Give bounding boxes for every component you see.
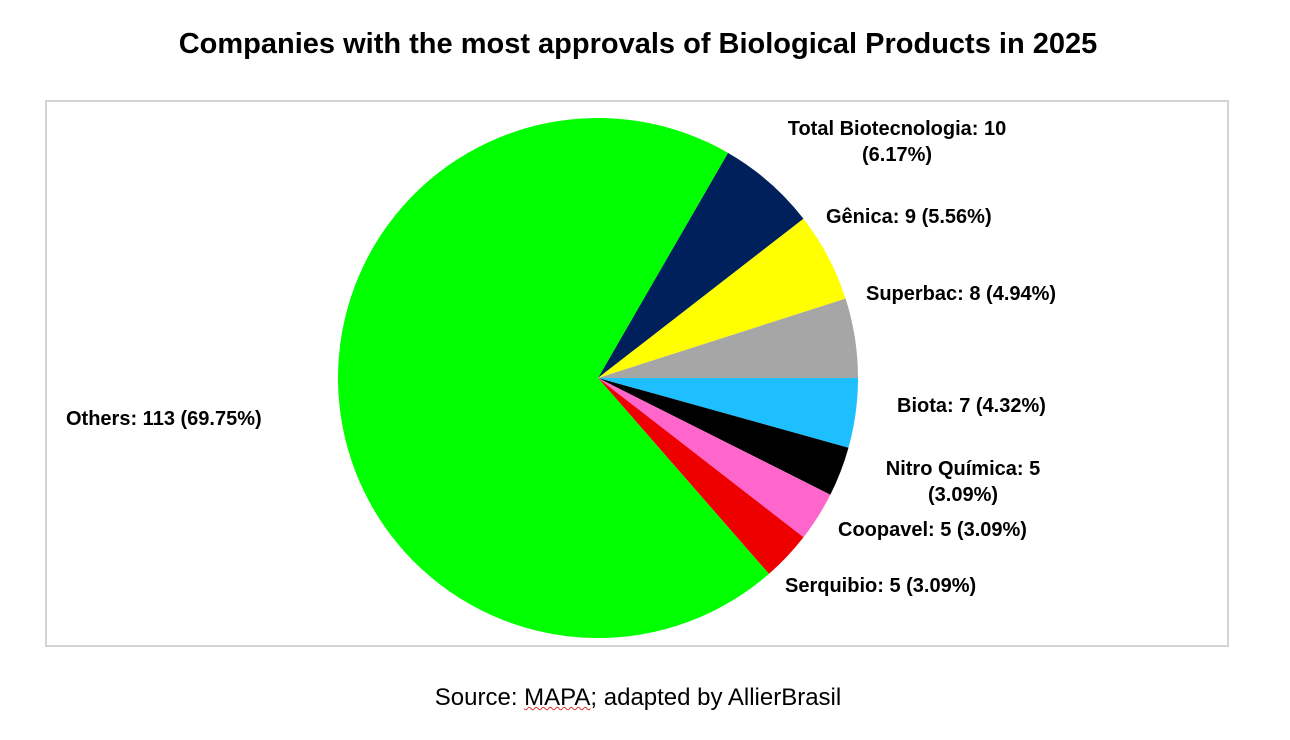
- pie-slice-total-biotecnologia: [598, 152, 804, 378]
- chart-title: Companies with the most approvals of Bio…: [178, 28, 1098, 60]
- data-label-serquibio: Serquibio: 5 (3.09%): [785, 575, 977, 597]
- data-label-biota: Biota: 7 (4.32%): [897, 395, 1046, 417]
- data-label-total-biotecnologia: Total Biotecnologia: 10 (6.17%): [787, 118, 1007, 166]
- pie-slice-biota: [598, 378, 858, 448]
- pie-slice-g-nica: [598, 218, 846, 378]
- pie-slice-superbac: [598, 298, 858, 378]
- data-label-others: Others: 113 (69.75%): [66, 408, 262, 430]
- data-label-nitro-qu-mica: Nitro Química: 5 (3.09%): [885, 458, 1041, 506]
- source-prefix: Source:: [434, 684, 525, 711]
- data-label-g-nica: Gênica: 9 (5.56%): [826, 206, 992, 228]
- plot-area-frame: [45, 100, 1229, 647]
- source-suffix: ; adapted by AllierBrasil: [590, 684, 842, 711]
- pie-slice-others: [338, 118, 769, 639]
- pie-slice-coopavel: [598, 378, 831, 538]
- pie-slice-nitro-qu-mica: [598, 378, 849, 495]
- data-label-coopavel: Coopavel: 5 (3.09%): [838, 519, 1027, 541]
- source-org: MAPA: [524, 684, 591, 711]
- pie-slice-serquibio: [598, 378, 804, 574]
- source-note: Source: MAPA; adapted by AllierBrasil: [0, 684, 1276, 712]
- data-label-superbac: Superbac: 8 (4.94%): [866, 283, 1057, 305]
